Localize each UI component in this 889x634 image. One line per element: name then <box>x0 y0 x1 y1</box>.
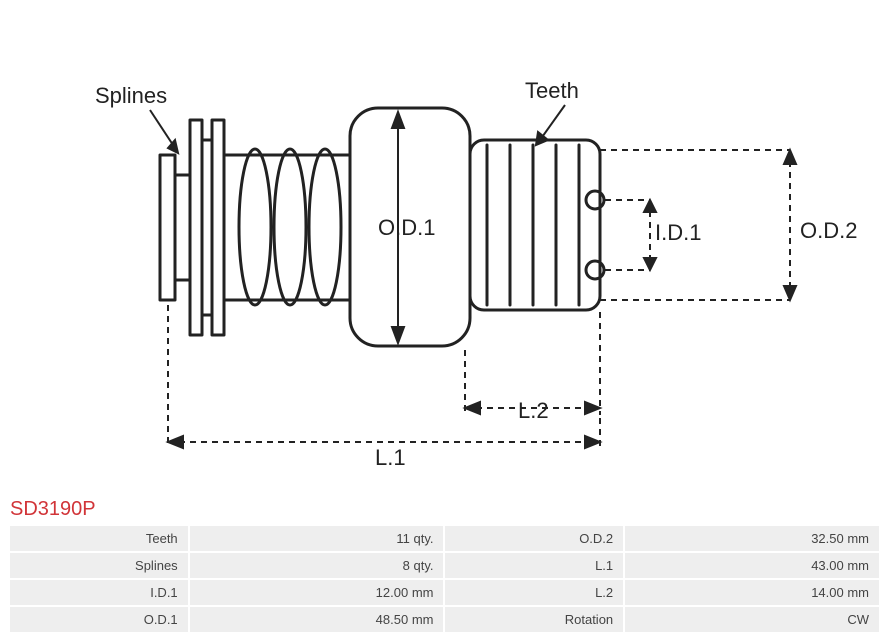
spec-value: 11 qty. <box>190 526 444 551</box>
spec-value: 43.00 mm <box>625 553 879 578</box>
table-row: I.D.1 12.00 mm L.2 14.00 mm <box>10 580 879 605</box>
spec-value: 14.00 mm <box>625 580 879 605</box>
spec-table: Teeth 11 qty. O.D.2 32.50 mm Splines 8 q… <box>8 524 881 634</box>
table-row: Splines 8 qty. L.1 43.00 mm <box>10 553 879 578</box>
spec-value: 32.50 mm <box>625 526 879 551</box>
spec-label: L.1 <box>445 553 623 578</box>
table-row: O.D.1 48.50 mm Rotation CW <box>10 607 879 632</box>
spec-value: 48.50 mm <box>190 607 444 632</box>
label-l2: L.2 <box>518 398 549 424</box>
spec-label: Splines <box>10 553 188 578</box>
label-l1: L.1 <box>375 445 406 471</box>
spec-label: L.2 <box>445 580 623 605</box>
spec-label: O.D.2 <box>445 526 623 551</box>
label-teeth: Teeth <box>525 78 579 104</box>
spec-label: O.D.1 <box>10 607 188 632</box>
diagram-svg <box>0 0 889 490</box>
label-splines: Splines <box>95 83 167 109</box>
label-od2: O.D.2 <box>800 218 857 244</box>
label-id1: I.D.1 <box>655 220 701 246</box>
label-od1: O.D.1 <box>378 215 435 241</box>
spec-value: CW <box>625 607 879 632</box>
part-code: SD3190P <box>10 498 96 521</box>
table-row: Teeth 11 qty. O.D.2 32.50 mm <box>10 526 879 551</box>
spec-value: 12.00 mm <box>190 580 444 605</box>
spec-label: I.D.1 <box>10 580 188 605</box>
spec-value: 8 qty. <box>190 553 444 578</box>
diagram-area: Splines Teeth O.D.1 I.D.1 O.D.2 L.2 L.1 <box>0 0 889 490</box>
spec-label: Teeth <box>10 526 188 551</box>
spec-label: Rotation <box>445 607 623 632</box>
